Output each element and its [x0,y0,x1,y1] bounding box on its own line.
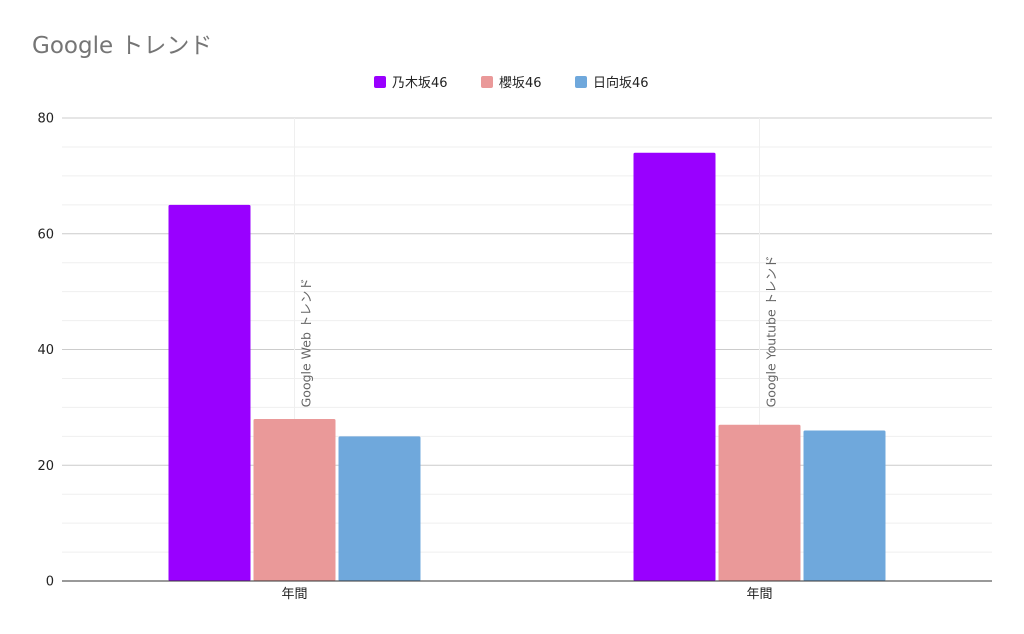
bar-layer [168,152,886,581]
y-tick-label: 80 [37,112,54,127]
x-category-label: 年間 [746,587,772,602]
bar-2-group-2[interactable] [718,424,801,581]
bar-3-group-1[interactable] [338,436,421,581]
legend-item-3[interactable]: 日向坂46 [575,75,649,91]
y-tick-label: 40 [37,343,54,358]
legend-label: 櫻坂46 [499,76,542,91]
bar-1-group-1[interactable] [168,204,251,581]
legend-swatch [575,76,587,88]
legend-item-2[interactable]: 櫻坂46 [481,76,542,91]
bar-3-group-2[interactable] [803,430,886,581]
bar-2-group-1[interactable] [253,418,336,581]
legend[interactable]: 乃木坂46 櫻坂46 日向坂46 [374,75,649,91]
x-category-label: 年間 [281,587,307,602]
chart-title: Google トレンド [32,33,213,59]
legend-label: 日向坂46 [593,75,649,91]
legend-swatch [374,76,386,88]
bar-1-group-2[interactable] [633,152,716,581]
legend-label: 乃木坂46 [392,76,448,91]
y-tick-label: 60 [37,227,54,242]
y-tick-label: 20 [37,459,54,474]
legend-item-1[interactable]: 乃木坂46 [374,76,448,91]
y-tick-label: 0 [46,575,54,590]
group-annotation-label: Google Youtube トレンド [764,255,779,407]
legend-swatch [481,76,493,88]
group-annotation-label: Google Web トレンド [299,278,314,407]
